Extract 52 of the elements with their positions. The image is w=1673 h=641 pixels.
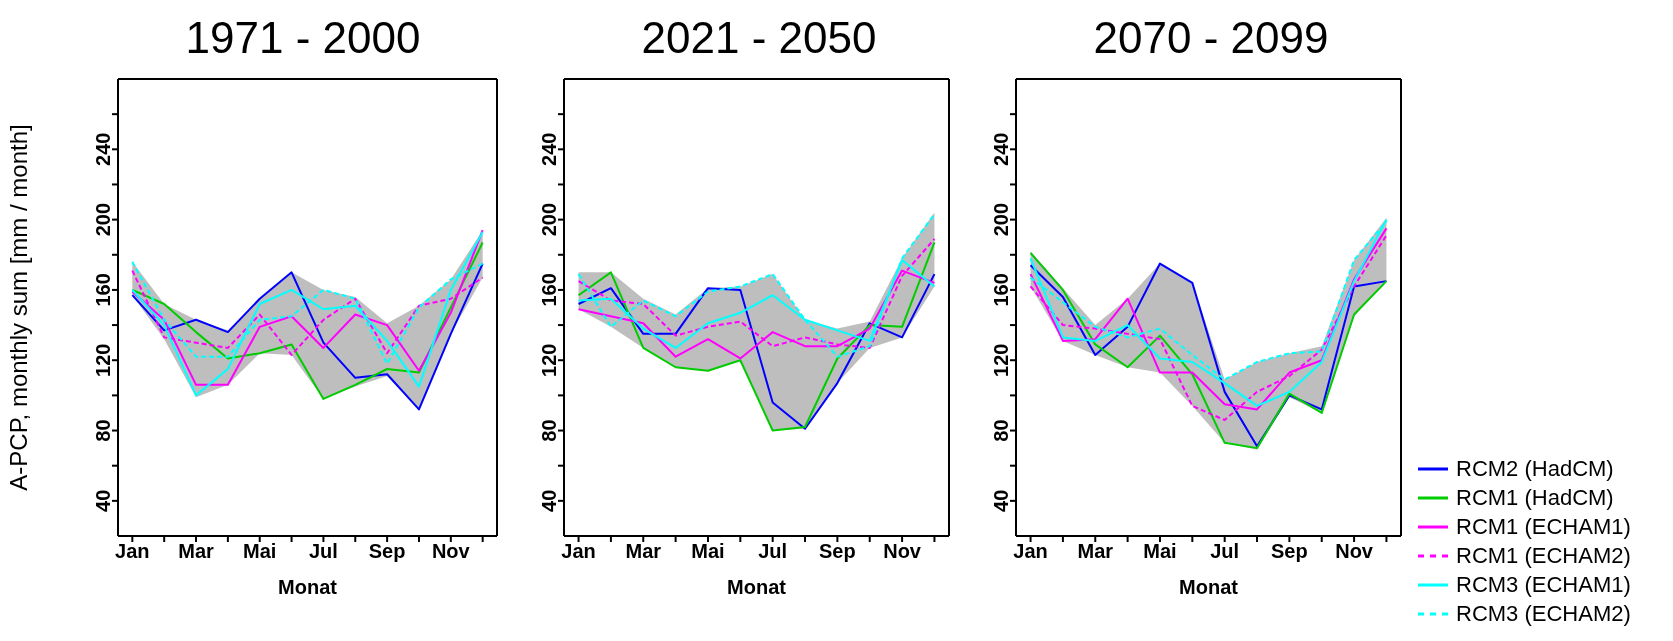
x-tick-label: Sep	[368, 540, 406, 563]
x-tick-label: Jul	[1210, 540, 1240, 563]
y-tick-label: 160	[92, 273, 114, 307]
x-tick-label: Jul	[758, 540, 788, 563]
legend-label: RCM2 (HadCM)	[1456, 455, 1614, 483]
y-tick-label: 80	[538, 419, 560, 442]
x-tick-label: Sep	[1271, 540, 1308, 563]
x-tick-label: Mai	[243, 540, 277, 563]
y-tick-label: 120	[538, 343, 560, 377]
line-series	[577, 273, 936, 430]
x-axis-title: Monat	[278, 576, 338, 598]
y-tick-label: 40	[990, 489, 1012, 512]
legend-label: RCM1 (ECHAM2)	[1456, 542, 1631, 570]
legend-label: RCM1 (ECHAM1)	[1456, 513, 1631, 541]
x-axis-title: Monat	[1179, 576, 1239, 598]
y-tick-label: 160	[990, 273, 1012, 307]
legend-label: RCM3 (ECHAM2)	[1456, 600, 1631, 628]
legend-label: RCM3 (ECHAM1)	[1456, 571, 1631, 599]
y-tick-label: 120	[92, 343, 114, 377]
y-tick-label: 200	[538, 202, 560, 237]
x-tick-label: Mai	[691, 540, 725, 563]
x-tick-label: Mar	[1077, 540, 1114, 563]
y-tick-label: 240	[538, 132, 560, 166]
y-tick-label: 200	[92, 202, 114, 237]
x-tick-label: Mar	[178, 540, 215, 563]
x-axis-title: Monat	[727, 576, 787, 598]
x-tick-label: Nov	[883, 540, 922, 563]
x-tick-label: Sep	[819, 540, 856, 563]
x-tick-label: Mar	[625, 540, 662, 563]
x-tick-label: Nov	[1335, 540, 1374, 563]
y-axis-title: A-PCP, monthly sum [mm / month]	[4, 124, 32, 491]
x-tick-label: Jan	[115, 540, 150, 563]
x-tick-label: Nov	[431, 540, 471, 563]
y-tick-label: 80	[990, 419, 1012, 442]
y-tick-label: 40	[92, 489, 114, 512]
chart-title: 2021 - 2050	[640, 12, 878, 64]
x-tick-label: Jan	[1013, 540, 1048, 563]
x-tick-label: Jul	[308, 540, 338, 563]
y-tick-label: 120	[990, 343, 1012, 377]
line-series	[131, 262, 484, 411]
x-tick-label: Mai	[1143, 540, 1177, 563]
y-tick-label: 160	[538, 273, 560, 307]
chart-title: 2070 - 2099	[1092, 12, 1330, 64]
legend-label: RCM1 (HadCM)	[1456, 484, 1614, 512]
y-tick-label: 240	[990, 132, 1012, 166]
chart-title: 1971 - 2000	[184, 12, 422, 64]
y-tick-label: 240	[92, 132, 114, 166]
y-tick-label: 200	[990, 202, 1012, 237]
x-tick-label: Jan	[561, 540, 596, 563]
line-series	[577, 213, 936, 358]
y-tick-label: 40	[538, 489, 560, 512]
y-tick-label: 80	[92, 419, 114, 442]
